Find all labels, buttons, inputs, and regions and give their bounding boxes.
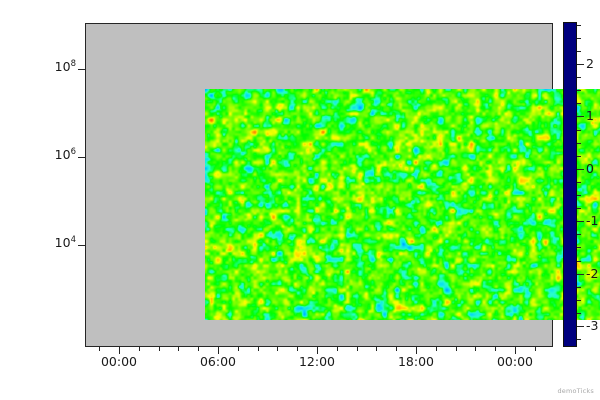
colorbar-minor-tick <box>577 37 581 39</box>
x-minor-tick <box>435 347 437 351</box>
x-major-tick <box>119 347 120 354</box>
y-tick-1e6 <box>78 157 85 158</box>
y-label-mantissa-0: 10 <box>54 59 71 74</box>
x-axis-label-2: 12:00 <box>298 354 336 369</box>
y-tick-1e4 <box>78 245 85 246</box>
colorbar-minor-tick <box>577 90 581 92</box>
colorbar-minor-tick <box>577 155 581 157</box>
x-minor-tick <box>178 347 180 351</box>
x-minor-tick <box>356 347 358 351</box>
colorbar-minor-tick <box>577 50 581 52</box>
x-axis-label-4: 00:00 <box>496 354 534 369</box>
colorbar-major-tick <box>577 116 584 118</box>
x-minor-tick <box>237 347 239 351</box>
x-axis-label-0: 00:00 <box>100 354 138 369</box>
plot-axes-area <box>85 23 600 347</box>
x-minor-tick <box>534 347 536 351</box>
colorbar-minor-tick <box>577 339 581 341</box>
x-minor-tick <box>138 347 140 351</box>
y-label-mantissa-1: 10 <box>54 147 71 162</box>
colorbar-minor-tick <box>577 195 581 196</box>
x-axis-label-3: 18:00 <box>397 354 435 369</box>
y-label-exponent-2: 4 <box>70 234 76 245</box>
x-minor-tick <box>257 347 259 351</box>
x-major-tick <box>218 347 219 354</box>
x-minor-tick <box>376 347 378 351</box>
colorbar-tick-label: 1 <box>586 108 594 124</box>
x-minor-tick <box>198 347 200 351</box>
x-minor-tick <box>455 347 457 351</box>
colorbar-major-tick <box>577 63 584 65</box>
heatmap-canvas <box>205 89 600 320</box>
colorbar-major-tick <box>577 221 584 223</box>
x-minor-tick <box>277 347 279 351</box>
colorbar-minor-tick <box>577 181 581 183</box>
colorbar-tick-label: 0 <box>586 160 594 176</box>
x-minor-tick <box>99 347 101 351</box>
x-minor-tick <box>158 347 160 351</box>
colorbar-tick-label: -1 <box>586 213 599 229</box>
colorbar-minor-tick <box>577 129 581 131</box>
y-label-exponent-0: 8 <box>70 58 76 69</box>
colorbar-tick-label: 2 <box>586 55 594 71</box>
colorbar-minor-tick <box>577 103 581 105</box>
colorbar-minor-tick <box>577 208 581 210</box>
colorbar-minor-tick <box>577 77 581 78</box>
x-minor-tick <box>475 347 477 351</box>
colorbar-tick-label: -3 <box>586 318 599 333</box>
colorbar-gradient <box>563 22 577 347</box>
y-axis-label-1e4: 104 <box>28 234 76 251</box>
x-major-tick <box>416 347 417 354</box>
colorbar-tick-label: -2 <box>586 265 599 281</box>
x-minor-tick <box>297 347 299 351</box>
x-major-tick <box>317 347 318 354</box>
colorbar-major-tick <box>577 326 584 327</box>
colorbar-minor-tick <box>577 299 581 301</box>
x-minor-tick <box>336 347 338 351</box>
colorbar-major-tick <box>577 273 584 275</box>
y-label-mantissa-2: 10 <box>54 235 71 250</box>
colorbar-minor-tick <box>577 234 581 236</box>
y-tick-1e8 <box>78 69 85 70</box>
colorbar-minor-tick <box>577 24 581 26</box>
colorbar-minor-tick <box>577 247 581 249</box>
x-minor-tick <box>495 347 497 351</box>
x-major-tick <box>515 347 516 354</box>
x-minor-tick <box>396 347 398 351</box>
colorbar-minor-tick <box>577 260 581 262</box>
colorbar-minor-tick <box>577 286 581 288</box>
heatmap-image <box>205 89 600 320</box>
colorbar-minor-tick <box>577 142 581 144</box>
y-axis-label-1e8: 108 <box>28 58 76 75</box>
colorbar <box>563 22 577 347</box>
x-axis-label-1: 06:00 <box>199 354 237 369</box>
y-axis-label-1e6: 106 <box>28 146 76 163</box>
colorbar-minor-tick <box>577 312 581 314</box>
colorbar-major-tick <box>577 168 584 170</box>
y-label-exponent-1: 6 <box>70 146 76 157</box>
watermark-label: demoTicks <box>557 387 594 395</box>
